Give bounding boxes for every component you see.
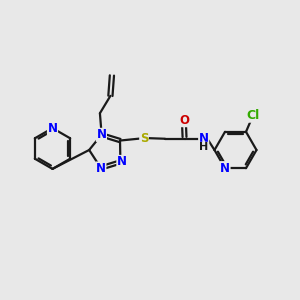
Text: N: N: [199, 132, 209, 145]
Text: N: N: [96, 162, 106, 175]
Text: O: O: [179, 114, 189, 127]
Text: Cl: Cl: [246, 109, 260, 122]
Text: N: N: [96, 128, 106, 141]
Text: N: N: [220, 162, 230, 175]
Text: S: S: [140, 132, 148, 145]
Text: N: N: [47, 122, 58, 135]
Text: N: N: [117, 155, 127, 169]
Text: H: H: [199, 142, 208, 152]
